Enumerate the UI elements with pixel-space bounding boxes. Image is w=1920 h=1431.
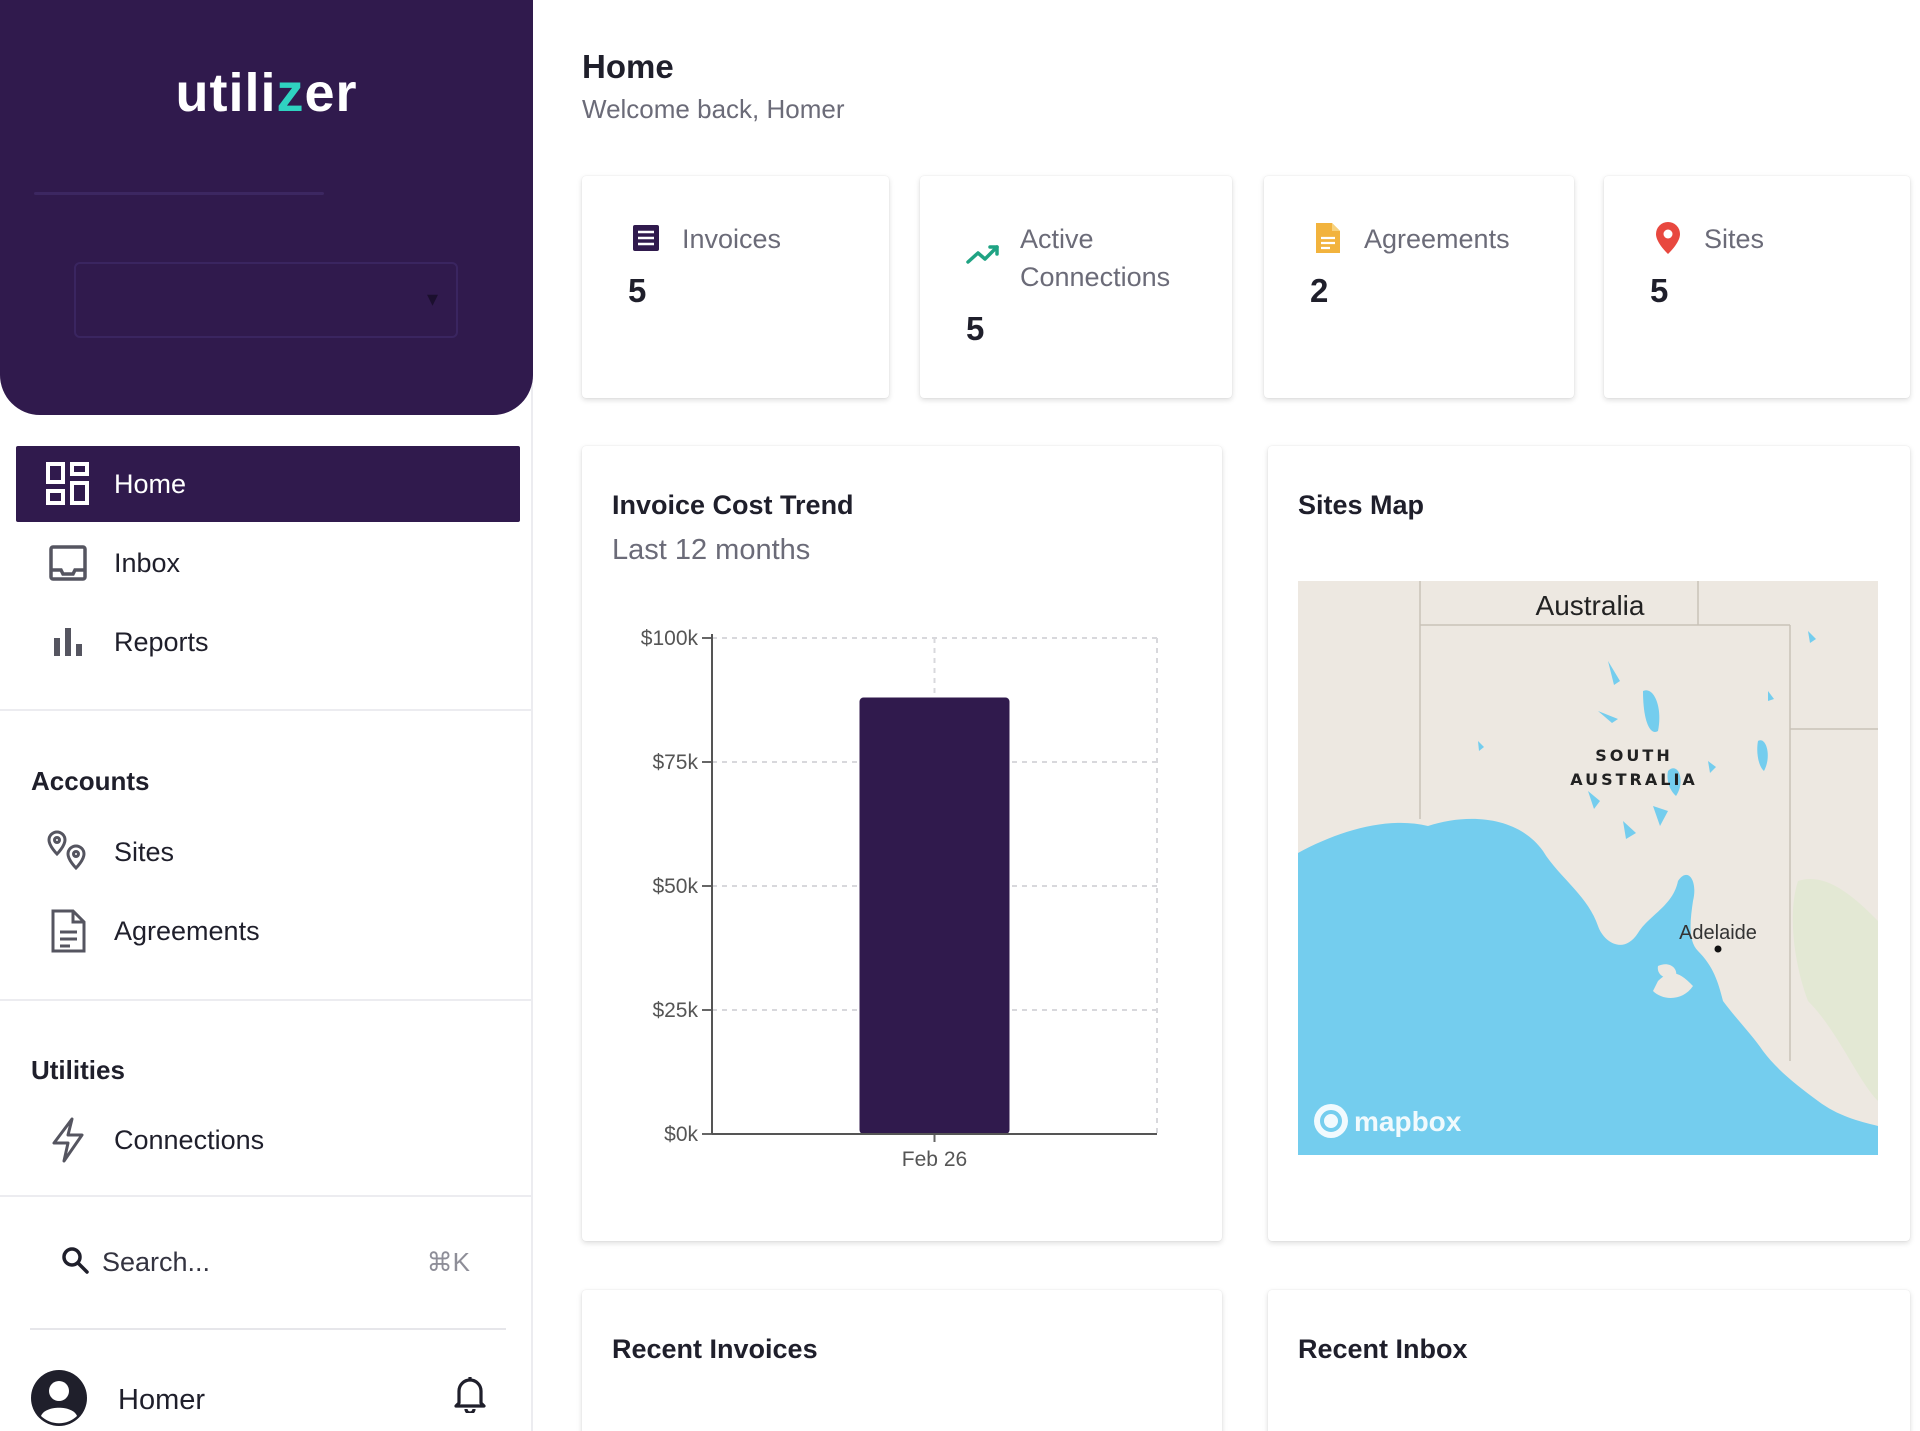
location-pin-icon (1650, 220, 1686, 256)
map-label-city: Adelaide (1679, 922, 1757, 944)
stat-label: Invoices (682, 224, 782, 254)
search-shortcut: ⌘K (426, 1246, 470, 1277)
sidebar: utilizer ▾ Home Inbox Reports Accounts S… (0, 0, 533, 1431)
recent-invoices-panel: Recent Invoices (582, 1290, 1222, 1431)
lightning-icon (44, 1116, 92, 1164)
sites-map[interactable]: Australia SOUTH AUSTRALIA Adelaide mapbo… (1298, 581, 1878, 1155)
sites-map-panel: Sites Map (1268, 446, 1910, 1241)
user-name: Homer (118, 1383, 206, 1416)
document-icon (44, 907, 92, 955)
stat-card-active-connections[interactable]: Active Connections 5 (920, 176, 1232, 398)
y-tick-label: $0k (664, 1123, 698, 1146)
sidebar-item-connections[interactable]: Connections (16, 1102, 520, 1178)
panel-title: Recent Invoices (612, 1334, 818, 1364)
map-label-state-line1: SOUTH (1595, 746, 1672, 765)
sidebar-divider (0, 999, 531, 1001)
section-title-accounts: Accounts (31, 766, 150, 796)
inbox-icon (44, 539, 92, 587)
sidebar-divider (0, 1195, 531, 1197)
sidebar-item-label: Sites (114, 836, 175, 867)
stat-label: Active Connections (1020, 224, 1171, 292)
dashboard-icon (44, 460, 92, 508)
panel-title: Recent Inbox (1298, 1334, 1468, 1364)
brand-header: utilizer ▾ (0, 0, 533, 415)
map-kangaroo-island (1653, 973, 1693, 998)
organization-select[interactable]: ▾ (74, 262, 458, 338)
y-tick-label: $25k (652, 999, 698, 1022)
sidebar-divider (0, 709, 531, 711)
map-lakes (1478, 631, 1816, 839)
user-profile[interactable]: Homer (30, 1365, 500, 1431)
search-icon (60, 1245, 90, 1280)
stat-value: 5 (628, 272, 647, 309)
stat-card-agreements[interactable]: Agreements 2 (1264, 176, 1574, 398)
y-tick-label: $100k (641, 627, 699, 650)
sidebar-item-reports[interactable]: Reports (16, 604, 520, 680)
stat-value: 2 (1310, 272, 1329, 309)
invoice-icon (628, 220, 664, 256)
stat-value: 5 (1650, 272, 1669, 309)
invoice-cost-trend-panel: Invoice Cost Trend Last 12 months $0k $25… (582, 446, 1222, 1241)
x-tick-label: Feb 26 (902, 1148, 967, 1166)
search-placeholder: Search... (102, 1246, 211, 1277)
stat-value: 5 (966, 310, 985, 347)
bar[interactable] (859, 697, 1010, 1134)
search-input[interactable]: Search... ⌘K (60, 1232, 470, 1292)
sidebar-item-label: Reports (114, 626, 209, 657)
map-label-state-line2: AUSTRALIA (1570, 770, 1698, 789)
recent-inbox-panel: Recent Inbox (1268, 1290, 1910, 1431)
panel-title: Sites Map (1298, 490, 1425, 520)
map-attribution[interactable]: mapbox (1354, 1106, 1462, 1137)
sidebar-item-label: Connections (114, 1124, 265, 1155)
chevron-down-icon: ▾ (426, 286, 438, 311)
invoice-cost-chart: $0k $25k $50k $75k $100k Feb 26 (641, 627, 1158, 1166)
map-pins-icon (44, 828, 92, 876)
file-icon (1310, 220, 1346, 256)
app-logo[interactable]: utilizer (175, 63, 358, 123)
brand-divider (34, 192, 324, 195)
section-title-utilities: Utilities (31, 1055, 125, 1085)
stat-label: Sites (1704, 224, 1765, 254)
panel-subtitle: Last 12 months (612, 534, 811, 566)
sidebar-item-label: Home (114, 468, 187, 499)
map-ocean (1298, 818, 1878, 1155)
bar-chart-icon (44, 618, 92, 666)
y-tick-label: $50k (652, 875, 698, 898)
sidebar-item-agreements[interactable]: Agreements (16, 893, 520, 969)
map-vegetation (1792, 879, 1878, 1101)
sidebar-item-label: Agreements (114, 915, 260, 946)
map-land-detail (1657, 964, 1677, 979)
sidebar-item-home[interactable]: Home (16, 446, 520, 522)
y-tick-label: $75k (652, 751, 698, 774)
stat-label: Agreements (1364, 224, 1510, 254)
panel-title: Invoice Cost Trend (612, 490, 854, 520)
sidebar-item-inbox[interactable]: Inbox (16, 525, 520, 601)
sidebar-item-label: Inbox (114, 547, 181, 578)
map-canvas[interactable]: Australia SOUTH AUSTRALIA Adelaide mapbo… (1298, 581, 1878, 1155)
page-subtitle: Welcome back, Homer (582, 94, 845, 124)
bell-icon[interactable] (452, 1373, 488, 1418)
stat-card-sites[interactable]: Sites 5 (1604, 176, 1910, 398)
map-city-marker[interactable] (1714, 945, 1722, 953)
sidebar-item-sites[interactable]: Sites (16, 814, 520, 890)
mapbox-logo-icon (1314, 1104, 1348, 1138)
avatar[interactable] (30, 1369, 88, 1431)
map-label-country: Australia (1536, 590, 1645, 621)
sidebar-divider (30, 1328, 506, 1330)
page-title: Home (582, 48, 674, 85)
trend-up-icon (966, 236, 1002, 272)
stat-card-invoices[interactable]: Invoices 5 (582, 176, 889, 398)
map-borders (1419, 581, 1878, 1061)
